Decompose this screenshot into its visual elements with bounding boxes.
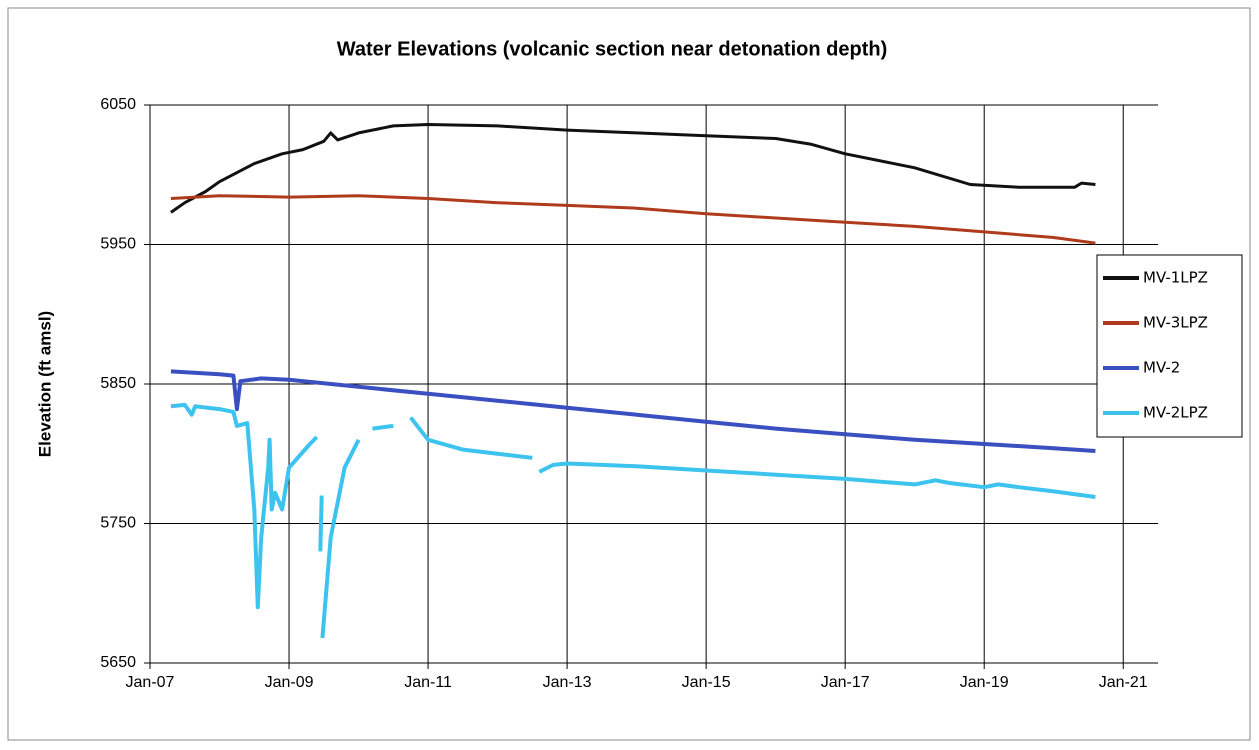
y-tick-label: 5850 <box>100 375 136 392</box>
y-tick-label: 6050 <box>100 96 136 113</box>
x-tick-label: Jan-15 <box>682 674 731 691</box>
plot <box>170 123 1096 639</box>
x-tick-label: Jan-19 <box>960 674 1009 691</box>
y-tick-label: 5750 <box>100 515 136 532</box>
x-tick-label: Jan-13 <box>543 674 592 691</box>
legend-label: MV-2 <box>1143 359 1180 377</box>
legend: MV-1LPZ MV-3LPZ MV-2 MV-2LPZ <box>1096 254 1243 438</box>
series-line <box>170 369 1096 453</box>
grid: 5650 5750 5850 5950 6050 Jan-07 Jan-09 Jan-11 Ja… <box>100 96 1158 691</box>
series-line <box>170 123 1096 214</box>
chart-title: Water Elevations (volcanic section near … <box>337 38 887 60</box>
y-tick-label: 5950 <box>100 236 136 253</box>
legend-label: MV-3LPZ <box>1143 314 1208 332</box>
y-axis-label: Elevation (ft amsl) <box>35 311 54 457</box>
x-tick-label: Jan-21 <box>1099 674 1148 691</box>
x-tick-label: Jan-17 <box>821 674 870 691</box>
series-line <box>170 402 1096 639</box>
x-tick-label: Jan-09 <box>265 674 314 691</box>
x-tick-label: Jan-07 <box>126 674 175 691</box>
series-line <box>170 194 1096 245</box>
legend-box <box>1096 254 1243 438</box>
legend-label: MV-2LPZ <box>1143 404 1208 422</box>
y-tick-label: 5650 <box>100 654 136 671</box>
x-tick-label: Jan-11 <box>404 674 452 691</box>
legend-label: MV-1LPZ <box>1143 269 1208 287</box>
